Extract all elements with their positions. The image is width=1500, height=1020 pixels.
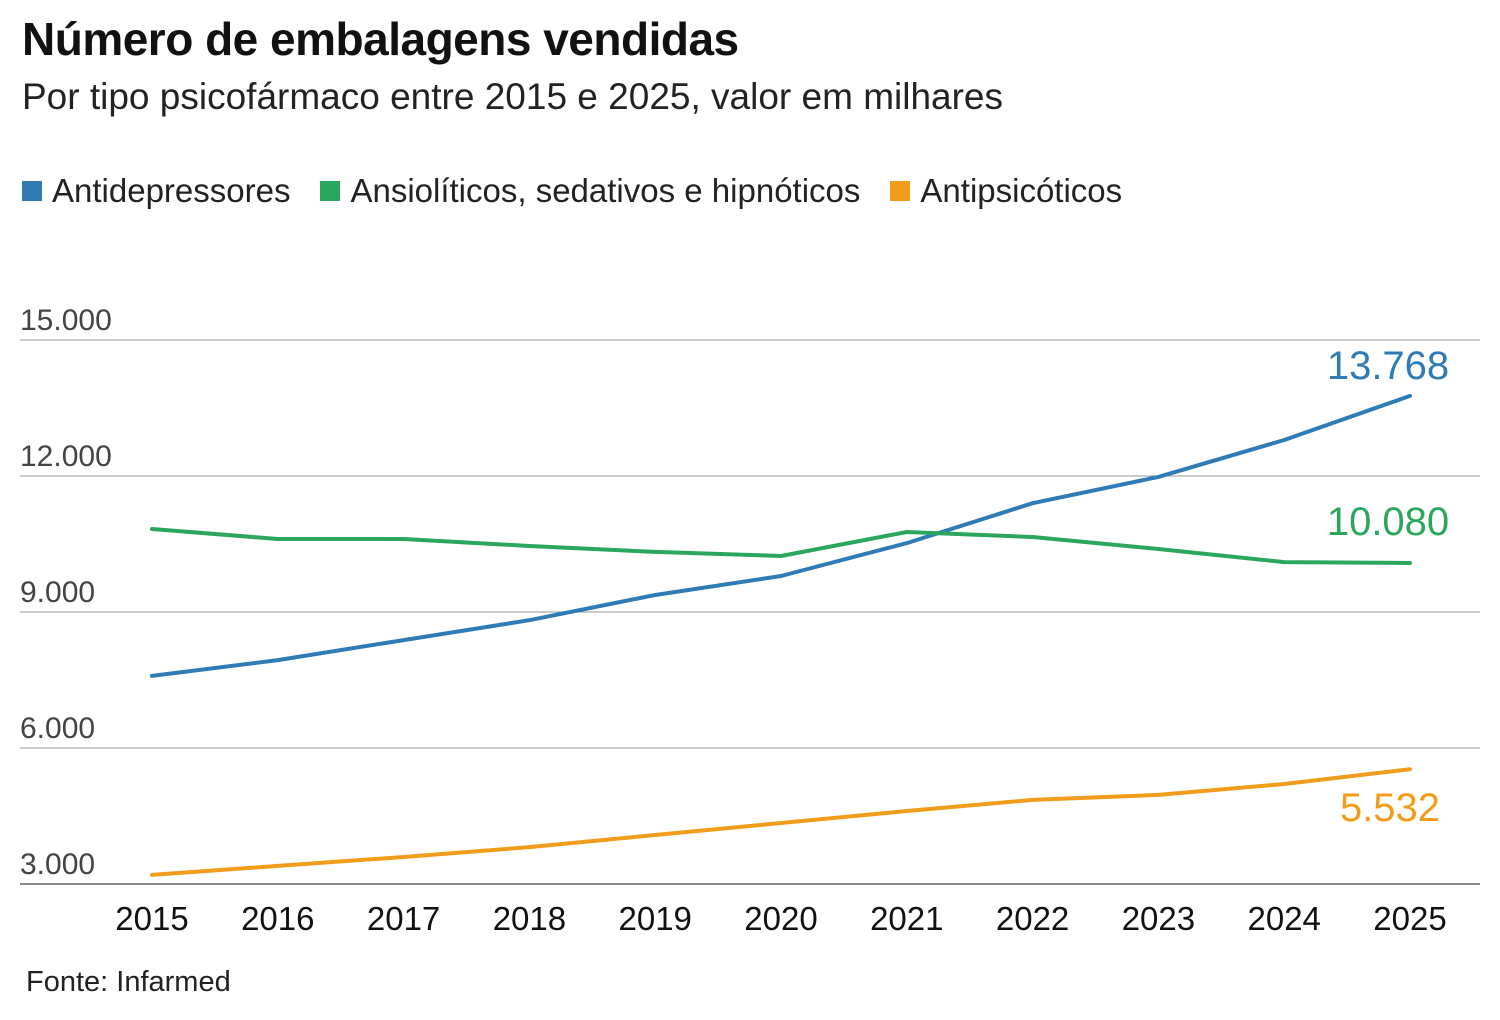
x-tick-label: 2020 [744, 900, 817, 937]
chart-subtitle: Por tipo psicofármaco entre 2015 e 2025,… [22, 76, 1004, 117]
end-value-label: 13.768 [1327, 344, 1449, 388]
legend: Antidepressores Ansiolíticos, sedativos … [22, 172, 1122, 210]
x-tick-label: 2015 [115, 900, 188, 937]
legend-item-antidepressores: Antidepressores [22, 172, 290, 210]
series-line [150, 767, 1412, 877]
x-tick-label: 2019 [618, 900, 691, 937]
series-line [150, 393, 1412, 678]
y-tick-label: 3.000 [20, 848, 95, 881]
legend-label: Antidepressores [52, 172, 291, 209]
end-value-label: 10.080 [1327, 500, 1449, 544]
x-tick-label: 2018 [493, 900, 566, 937]
x-tick-label: 2016 [241, 900, 314, 937]
x-tick-label: 2025 [1373, 900, 1446, 937]
legend-label: Antipsicóticos [920, 172, 1123, 209]
x-tick-label: 2022 [996, 900, 1069, 937]
source-note: Fonte: Infarmed [26, 966, 231, 998]
x-tick-label: 2017 [367, 900, 440, 937]
legend-swatch [22, 181, 42, 201]
y-tick-label: 6.000 [20, 712, 95, 745]
legend-swatch [890, 181, 911, 201]
y-tick-label: 12.000 [20, 440, 112, 473]
legend-swatch [320, 181, 341, 201]
legend-item-antipsicoticos: Antipsicóticos [890, 172, 1122, 210]
series-line [150, 527, 1412, 565]
legend-label: Ansiolíticos, sedativos e hipnóticos [350, 172, 861, 209]
y-tick-label: 9.000 [20, 576, 95, 609]
y-tick-label: 15.000 [20, 304, 112, 337]
legend-item-ansioliticos: Ansiolíticos, sedativos e hipnóticos [320, 172, 860, 210]
x-tick-label: 2021 [870, 900, 943, 937]
x-tick-label: 2023 [1122, 900, 1195, 937]
chart-title: Número de embalagens vendidas [22, 13, 739, 65]
end-value-label: 5.532 [1340, 786, 1440, 830]
x-tick-label: 2024 [1247, 900, 1320, 937]
